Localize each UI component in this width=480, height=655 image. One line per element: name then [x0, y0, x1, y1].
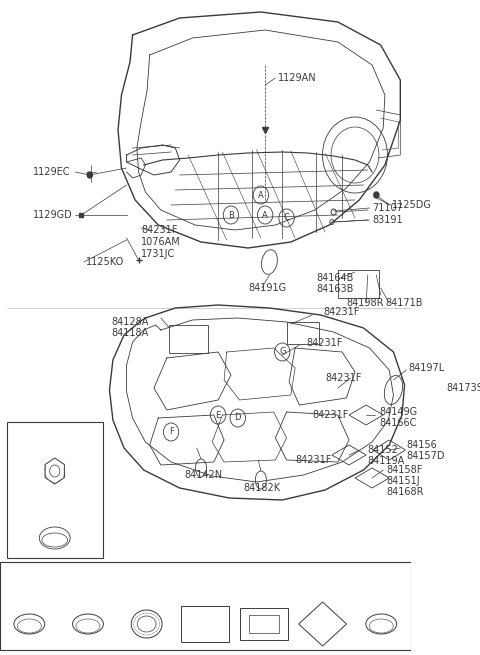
Text: 84152: 84152: [368, 445, 399, 455]
Bar: [181, 606, 229, 642]
Text: G: G: [360, 567, 367, 576]
Text: 84158F: 84158F: [386, 465, 423, 475]
Text: 13396: 13396: [39, 430, 70, 440]
Text: 84135A: 84135A: [188, 582, 223, 591]
Bar: [7, 422, 103, 558]
Text: 84173S: 84173S: [446, 383, 480, 393]
Text: E: E: [216, 411, 221, 419]
Text: A: A: [9, 567, 15, 576]
Circle shape: [374, 192, 379, 198]
Bar: [0, 562, 410, 650]
Text: 84164B: 84164B: [316, 273, 354, 283]
Text: 71107: 71107: [372, 203, 403, 213]
Text: 84168R: 84168R: [386, 487, 424, 497]
Text: 83191: 83191: [372, 215, 403, 225]
Circle shape: [87, 172, 92, 178]
Text: B: B: [228, 210, 234, 219]
Text: A: A: [258, 191, 264, 200]
Text: 84151J: 84151J: [386, 476, 420, 486]
Text: 1731JA: 1731JA: [131, 582, 162, 591]
Text: 1125DG: 1125DG: [392, 200, 432, 210]
Text: 84231F: 84231F: [141, 225, 178, 235]
Text: 84182K: 84182K: [244, 483, 281, 493]
Text: 84156: 84156: [406, 440, 437, 450]
Text: E: E: [244, 567, 249, 576]
Text: 1129EC: 1129EC: [33, 167, 70, 177]
Text: 1129AN: 1129AN: [278, 73, 317, 83]
Text: 84231F: 84231F: [312, 410, 348, 420]
Text: 84231F: 84231F: [324, 307, 360, 317]
Text: 84231F: 84231F: [295, 455, 332, 465]
Text: 84118A: 84118A: [111, 328, 148, 338]
Text: 84128A: 84128A: [111, 317, 149, 327]
Bar: [240, 608, 288, 640]
Text: 84142N: 84142N: [184, 470, 222, 480]
Text: F: F: [168, 428, 173, 436]
Text: G: G: [279, 348, 286, 356]
Text: 84149G: 84149G: [379, 407, 417, 417]
Text: 1731JC: 1731JC: [13, 582, 45, 591]
Text: C: C: [284, 214, 289, 223]
Text: F: F: [303, 567, 308, 576]
Bar: [169, 325, 208, 353]
Text: 84157D: 84157D: [406, 451, 445, 461]
Text: 84231F: 84231F: [306, 338, 343, 348]
Text: 84138: 84138: [308, 582, 337, 591]
Text: D: D: [235, 413, 241, 422]
Text: 1731JC: 1731JC: [141, 249, 175, 259]
Text: 84163B: 84163B: [316, 284, 354, 294]
Text: C: C: [126, 567, 132, 576]
Text: 84197L: 84197L: [408, 363, 444, 373]
Text: 1129GD: 1129GD: [33, 210, 72, 220]
Bar: [249, 615, 279, 633]
Text: 84119A: 84119A: [368, 456, 405, 466]
Text: 1076AM: 1076AM: [141, 237, 181, 247]
Text: 84231F: 84231F: [325, 373, 361, 383]
Text: 1125KO: 1125KO: [85, 257, 124, 267]
Text: 84133E: 84133E: [247, 582, 281, 591]
Text: 84191G: 84191G: [248, 283, 286, 293]
Text: 84198R: 84198R: [347, 298, 384, 308]
Text: 84171B: 84171B: [385, 298, 422, 308]
Text: 84166C: 84166C: [379, 418, 416, 428]
Text: A: A: [262, 210, 268, 219]
Text: 1731JB: 1731JB: [72, 582, 104, 591]
Text: 84132B: 84132B: [364, 582, 398, 591]
Bar: [338, 270, 379, 298]
Text: 84136: 84136: [39, 498, 70, 508]
Bar: [287, 322, 319, 344]
Text: D: D: [185, 567, 191, 576]
Text: B: B: [68, 567, 73, 576]
